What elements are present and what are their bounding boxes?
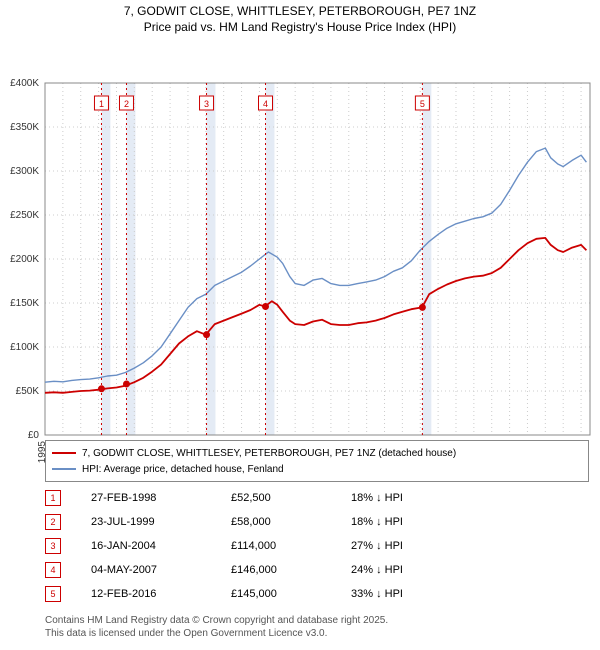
footer-line-2: This data is licensed under the Open Gov… <box>45 628 327 639</box>
svg-text:£400K: £400K <box>10 78 39 89</box>
tx-marker: 1 <box>45 490 61 506</box>
footer-line-1: Contains HM Land Registry data © Crown c… <box>45 615 388 626</box>
chart-title: 7, GODWIT CLOSE, WHITTLESEY, PETERBOROUG… <box>0 0 600 35</box>
tx-price: £52,500 <box>231 492 351 504</box>
svg-text:1: 1 <box>99 99 104 109</box>
tx-price: £114,000 <box>231 540 351 552</box>
tx-pct: 18% ↓ HPI <box>351 516 451 528</box>
tx-date: 27-FEB-1998 <box>91 492 231 504</box>
chart-container: 7, GODWIT CLOSE, WHITTLESEY, PETERBOROUG… <box>0 0 600 650</box>
tx-price: £58,000 <box>231 516 351 528</box>
tx-pct: 33% ↓ HPI <box>351 588 451 600</box>
legend-box: 7, GODWIT CLOSE, WHITTLESEY, PETERBOROUG… <box>45 440 589 482</box>
svg-text:2: 2 <box>124 99 129 109</box>
legend-swatch <box>52 468 76 470</box>
svg-text:4: 4 <box>263 99 268 109</box>
transactions-table: 1 27-FEB-1998£52,50018% ↓ HPI 2 23-JUL-1999… <box>45 486 451 606</box>
legend-swatch <box>52 452 76 454</box>
title-line-2: Price paid vs. HM Land Registry's House … <box>144 20 456 34</box>
legend-label: 7, GODWIT CLOSE, WHITTLESEY, PETERBOROUG… <box>82 448 456 459</box>
tx-marker: 2 <box>45 514 61 530</box>
legend-row: HPI: Average price, detached house, Fenl… <box>52 461 582 477</box>
tx-date: 04-MAY-2007 <box>91 564 231 576</box>
transaction-row: 2 23-JUL-1999£58,00018% ↓ HPI <box>45 510 451 534</box>
tx-pct: 24% ↓ HPI <box>351 564 451 576</box>
transaction-row: 5 12-FEB-2016£145,00033% ↓ HPI <box>45 582 451 606</box>
tx-date: 23-JUL-1999 <box>91 516 231 528</box>
title-line-1: 7, GODWIT CLOSE, WHITTLESEY, PETERBOROUG… <box>124 4 476 18</box>
svg-text:£100K: £100K <box>10 342 39 353</box>
tx-marker: 4 <box>45 562 61 578</box>
svg-text:£0: £0 <box>28 430 40 441</box>
svg-text:£200K: £200K <box>10 254 39 265</box>
svg-text:£300K: £300K <box>10 166 39 177</box>
svg-text:£250K: £250K <box>10 210 39 221</box>
svg-text:3: 3 <box>204 99 209 109</box>
tx-price: £145,000 <box>231 588 351 600</box>
tx-price: £146,000 <box>231 564 351 576</box>
tx-marker: 5 <box>45 586 61 602</box>
svg-text:£150K: £150K <box>10 298 39 309</box>
svg-text:5: 5 <box>420 99 425 109</box>
chart-svg: £0 £50K £100K £150K £200K £250K £300K £350K £400… <box>0 35 600 465</box>
transaction-row: 1 27-FEB-1998£52,50018% ↓ HPI <box>45 486 451 510</box>
footer-text: Contains HM Land Registry data © Crown c… <box>45 614 388 640</box>
tx-pct: 18% ↓ HPI <box>351 492 451 504</box>
tx-date: 16-JAN-2004 <box>91 540 231 552</box>
transaction-row: 3 16-JAN-2004£114,00027% ↓ HPI <box>45 534 451 558</box>
tx-marker: 3 <box>45 538 61 554</box>
tx-date: 12-FEB-2016 <box>91 588 231 600</box>
legend-row: 7, GODWIT CLOSE, WHITTLESEY, PETERBOROUG… <box>52 445 582 461</box>
svg-text:£50K: £50K <box>16 386 40 397</box>
tx-pct: 27% ↓ HPI <box>351 540 451 552</box>
transaction-row: 4 04-MAY-2007£146,00024% ↓ HPI <box>45 558 451 582</box>
legend-label: HPI: Average price, detached house, Fenl… <box>82 464 284 475</box>
svg-text:£350K: £350K <box>10 122 39 133</box>
